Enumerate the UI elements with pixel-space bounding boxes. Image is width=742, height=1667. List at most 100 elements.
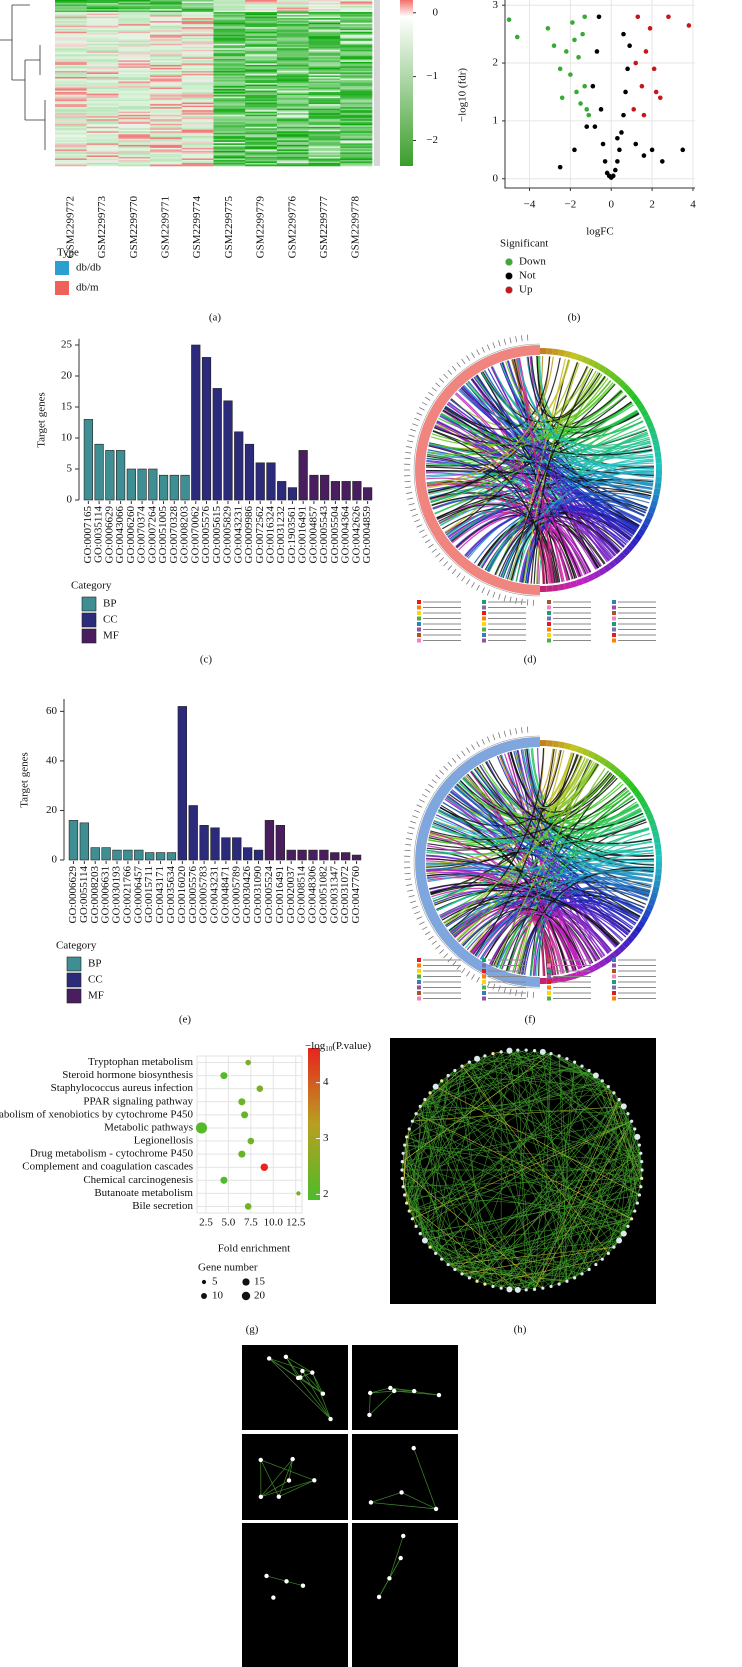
heatmap-cell	[86, 95, 119, 97]
arc-segment	[637, 528, 646, 537]
gene-label	[421, 793, 428, 798]
bar	[319, 849, 329, 861]
edge	[484, 1055, 596, 1076]
heatmap-cell	[308, 90, 341, 93]
heatmap-cell	[150, 150, 183, 153]
edge	[412, 1106, 624, 1122]
column-label: GSM2299773	[96, 196, 108, 259]
legend-swatch	[81, 596, 97, 612]
x-tick-label: GO:0006629	[67, 866, 79, 924]
node	[400, 1160, 404, 1164]
arc-segment	[552, 348, 560, 356]
edge	[406, 1120, 632, 1204]
edge	[412, 1092, 431, 1219]
heatmap-cell	[213, 159, 246, 162]
heatmap-cell	[245, 150, 278, 153]
edge	[420, 1194, 640, 1234]
edge	[401, 1070, 590, 1171]
heatmap-cell	[150, 55, 183, 58]
x-tick-label: GO:0007165	[82, 506, 94, 564]
heatmap-cell	[308, 60, 341, 63]
heatmap-cell	[213, 15, 246, 17]
edge	[448, 1075, 609, 1087]
heatmap-cell	[340, 126, 373, 129]
arc-segment	[622, 547, 631, 557]
heatmap-cell	[118, 147, 151, 150]
edge	[369, 1390, 395, 1416]
edge	[435, 1070, 456, 1087]
heatmap-cell	[213, 162, 246, 165]
legend-swatch	[417, 991, 421, 995]
heatmap-cell	[118, 70, 151, 73]
heatmap-cell	[181, 78, 214, 81]
chord	[436, 421, 631, 541]
heatmap-cell	[213, 22, 246, 25]
edge	[429, 1246, 543, 1289]
heatmap-cell	[86, 108, 119, 111]
arc-segment	[592, 361, 601, 370]
heatmap-cell	[55, 156, 87, 159]
heatmap-cell	[276, 141, 309, 144]
gene-label	[456, 572, 461, 578]
heatmap-cell	[340, 95, 373, 97]
heatmap-cell	[181, 87, 214, 90]
arc-segment	[564, 742, 572, 750]
heatmap-cell	[150, 57, 183, 60]
heatmap-cell	[118, 36, 151, 39]
node	[264, 1573, 269, 1579]
node	[453, 1267, 457, 1272]
heatmap-cell	[118, 95, 151, 97]
edge	[406, 1075, 449, 1204]
heatmap-cell	[308, 128, 341, 131]
node	[580, 1272, 584, 1276]
heatmap-cell	[245, 131, 278, 134]
gene-label	[405, 446, 413, 448]
edge	[534, 1053, 552, 1290]
heatmap-cell	[55, 25, 87, 28]
heatmap-cell	[340, 15, 373, 17]
arc-segment	[655, 463, 662, 470]
heatmap-cell	[340, 116, 373, 119]
gene-label	[419, 921, 425, 925]
subnetwork	[352, 1523, 458, 1667]
arc-segment	[581, 748, 590, 757]
node	[407, 1127, 411, 1131]
legend-label: db/db	[76, 262, 102, 274]
edge	[424, 1053, 494, 1100]
axis	[504, 0, 695, 189]
heatmap-cell	[150, 37, 183, 40]
heatmap-cell	[118, 125, 151, 128]
heatmap-cell	[276, 58, 309, 61]
heatmap-cell	[308, 84, 341, 87]
heatmap-cell	[181, 128, 214, 131]
heatmap-cell	[86, 7, 119, 10]
arc-segment	[653, 836, 661, 844]
legend-swatch	[417, 611, 421, 615]
heatmap-cell	[118, 16, 151, 19]
heatmap-cell	[86, 156, 119, 159]
heatmap-cell	[245, 39, 278, 42]
heatmap-cell	[118, 83, 151, 85]
heatmap-cell	[276, 46, 309, 49]
node	[635, 1201, 639, 1205]
bar	[166, 852, 177, 861]
arc-segment	[603, 367, 612, 377]
heatmap-cell	[150, 27, 183, 29]
edge	[370, 1502, 437, 1510]
legend-swatch	[417, 627, 421, 632]
heatmap-cell	[181, 122, 214, 125]
heatmap-cell	[213, 134, 246, 137]
heatmap-cell	[181, 90, 214, 93]
bar	[79, 822, 89, 861]
heatmap-cell	[213, 129, 246, 132]
heatmap-cell	[150, 137, 183, 140]
heatmap-cell	[118, 22, 151, 25]
heatmap-cell	[55, 49, 87, 52]
heatmap-cell	[150, 72, 183, 75]
heatmap-cell	[276, 40, 309, 43]
heatmap-cell	[55, 73, 87, 76]
heatmap-cell	[181, 89, 214, 91]
heatmap-cell	[55, 155, 87, 158]
x-tick-label: GO:0072562	[254, 506, 266, 563]
edge	[534, 1121, 632, 1290]
